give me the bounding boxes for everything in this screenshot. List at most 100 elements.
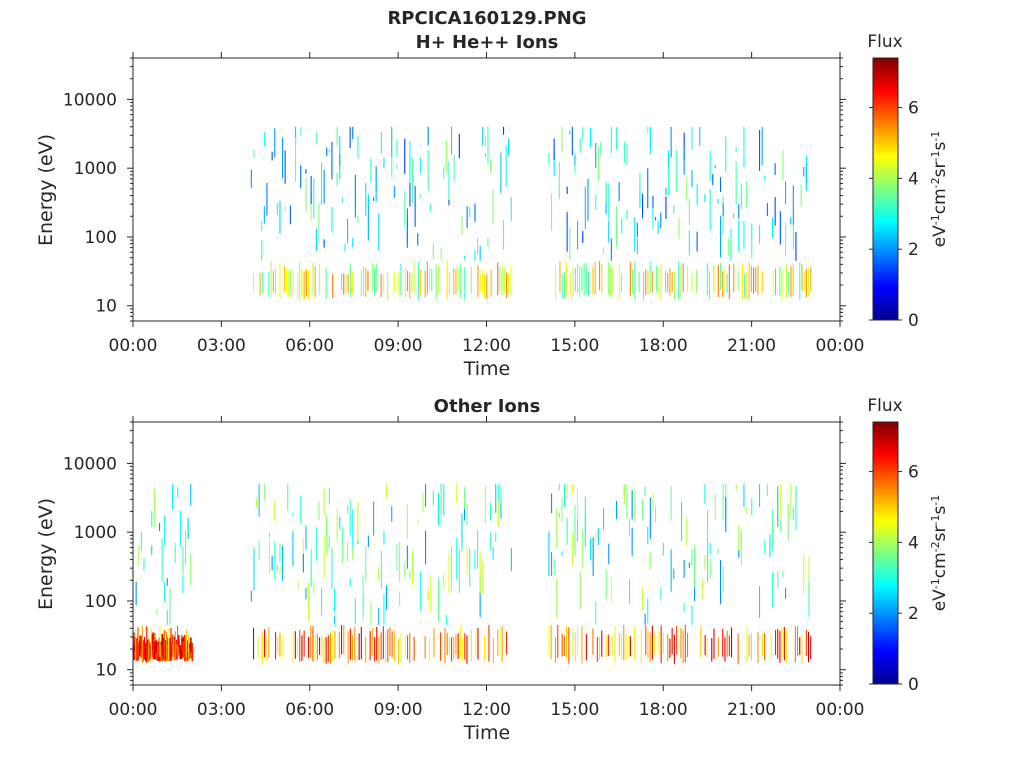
spectrogram-streak [308, 636, 310, 658]
spectrogram-streak [363, 266, 365, 296]
spectrogram-streak [726, 274, 728, 294]
spectrogram-marks [250, 126, 812, 301]
spectrogram-streak [187, 518, 189, 540]
spectrogram-streak [184, 641, 186, 652]
spectrogram-streak [153, 493, 155, 506]
spectrogram-streak [748, 262, 750, 300]
spectrogram-streak [725, 136, 727, 155]
spectrogram-streak [724, 637, 726, 662]
spectrogram-streak [474, 550, 476, 570]
spectrogram-streak [326, 147, 328, 157]
spectrogram-streak [574, 268, 576, 292]
spectrogram-streak [166, 610, 168, 625]
spectrogram-streak [558, 512, 560, 518]
spectrogram-streak [268, 627, 270, 658]
spectrogram-streak [746, 271, 748, 300]
spectrogram-streak [378, 567, 380, 581]
spectrogram-streak [349, 578, 351, 587]
spectrogram-streak [713, 628, 715, 659]
spectrogram-streak [464, 487, 466, 510]
spectrogram-streak [779, 266, 781, 297]
spectrogram-streak [775, 630, 777, 656]
spectrogram-streak [336, 508, 338, 542]
spectrogram-streak [319, 637, 321, 655]
spectrogram-streak [464, 499, 466, 521]
spectrogram-streak [179, 645, 182, 655]
spectrogram-streak [733, 213, 735, 218]
spectrogram-streak [279, 200, 281, 234]
spectrogram-streak [308, 270, 310, 300]
spectrogram-streak [354, 598, 356, 625]
spectrogram-streak [799, 637, 801, 656]
spectrogram-streak [432, 491, 434, 506]
spectrogram-streak [750, 265, 752, 292]
y-tick-label: 1000 [74, 523, 117, 543]
spectrogram-streak [808, 581, 810, 618]
spectrogram-streak [706, 636, 708, 658]
spectrogram-streak [321, 162, 323, 205]
spectrogram-streak [631, 490, 633, 520]
spectrogram-streak [566, 186, 568, 194]
spectrogram-streak [253, 627, 255, 660]
spectrogram-streak [490, 502, 492, 521]
spectrogram-streak [177, 625, 179, 660]
spectrogram-streak [331, 547, 333, 557]
spectrogram-streak [407, 635, 409, 660]
spectrogram-streak [323, 239, 325, 248]
spectrogram-streak [413, 636, 415, 661]
spectrogram-streak [728, 264, 730, 300]
spectrogram-streak [155, 649, 158, 661]
spectrogram-streak [406, 545, 408, 569]
spectrogram-streak [286, 269, 288, 294]
spectrogram-streak [660, 212, 662, 229]
spectrogram-streak [803, 167, 805, 177]
spectrogram-streak [284, 150, 286, 184]
spectrogram-streak [328, 536, 330, 549]
spectrogram-streak [257, 636, 259, 660]
x-tick-label: 21:00 [727, 700, 776, 720]
spectrogram-streak [722, 484, 724, 521]
spectrogram-streak [722, 565, 724, 593]
spectrogram-streak [647, 630, 649, 658]
spectrogram-streak [177, 487, 179, 498]
spectrogram-streak [595, 530, 597, 541]
spectrogram-marks [133, 484, 812, 665]
x-tick-label: 03:00 [197, 700, 246, 720]
spectrogram-streak [376, 263, 378, 291]
spectrogram-streak [623, 484, 625, 505]
spectrogram-streak [380, 132, 382, 154]
spectrogram-streak [556, 579, 558, 618]
spectrogram-streak [649, 126, 651, 154]
spectrogram-streak [160, 645, 162, 661]
spectrogram-streak [482, 126, 484, 146]
x-tick-label: 12:00 [462, 336, 511, 356]
spectrogram-streak [367, 196, 369, 241]
spectrogram-streak [462, 638, 464, 662]
spectrogram-streak [709, 557, 711, 579]
spectrogram-streak [150, 626, 152, 664]
spectrogram-streak [668, 156, 670, 196]
spectrogram-streak [399, 592, 401, 607]
spectrogram-streak [769, 534, 771, 558]
spectrogram-streak [737, 269, 739, 291]
spectrogram-streak [790, 266, 792, 297]
spectrogram-streak [281, 635, 283, 658]
spectrogram-streak [717, 548, 719, 554]
spectrogram-streak [616, 206, 618, 247]
spectrogram-streak [594, 262, 596, 295]
spectrogram-streak [292, 512, 294, 516]
spectrogram-streak [341, 544, 343, 565]
spectrogram-streak [792, 185, 794, 226]
spectrogram-streak [571, 484, 573, 494]
spectrogram-streak [413, 262, 415, 294]
spectrogram-streak [603, 508, 605, 530]
spectrogram-streak [582, 231, 584, 243]
spectrogram-streak [740, 530, 742, 566]
spectrogram-streak [383, 157, 385, 168]
spectrogram-streak [444, 627, 446, 663]
spectrogram-streak [429, 267, 431, 291]
y-tick-label: 100 [85, 592, 117, 612]
spectrogram-streak [582, 528, 584, 569]
spectrogram-streak [800, 184, 802, 207]
